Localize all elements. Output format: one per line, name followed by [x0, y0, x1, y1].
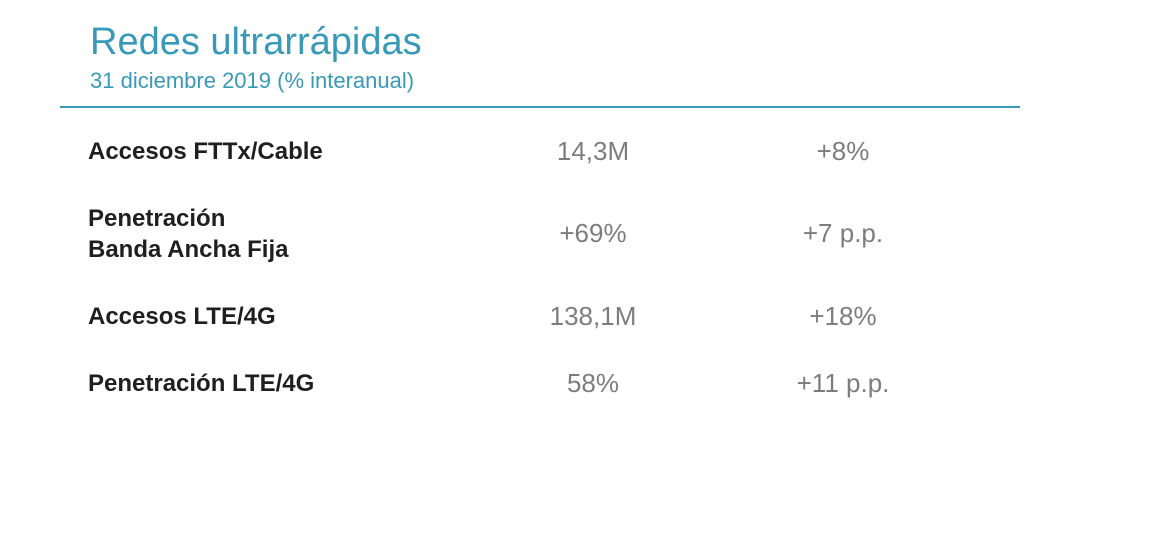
metric-change: +7 p.p.	[718, 218, 968, 249]
metric-change: +8%	[718, 136, 968, 167]
metrics-table: Accesos FTTx/Cable 14,3M +8% Penetración…	[60, 118, 1020, 418]
table-row: Penetración LTE/4G 58% +11 p.p.	[60, 350, 1020, 417]
metric-value: 58%	[468, 368, 718, 399]
table-row: Accesos FTTx/Cable 14,3M +8%	[60, 118, 1020, 185]
header: Redes ultrarrápidas 31 diciembre 2019 (%…	[60, 20, 1020, 108]
metric-label: Accesos LTE/4G	[88, 301, 468, 332]
metric-label: Penetración LTE/4G	[88, 368, 468, 399]
metric-value: 138,1M	[468, 301, 718, 332]
table-row: Accesos LTE/4G 138,1M +18%	[60, 283, 1020, 350]
metric-change: +11 p.p.	[718, 368, 968, 399]
content-container: Redes ultrarrápidas 31 diciembre 2019 (%…	[60, 20, 1020, 418]
page-title: Redes ultrarrápidas	[90, 20, 1020, 66]
metric-label: Accesos FTTx/Cable	[88, 136, 468, 167]
page-subtitle: 31 diciembre 2019 (% interanual)	[90, 68, 1020, 94]
metric-value: +69%	[468, 218, 718, 249]
metric-change: +18%	[718, 301, 968, 332]
table-row: Penetración Banda Ancha Fija +69% +7 p.p…	[60, 185, 1020, 283]
metric-label: Penetración Banda Ancha Fija	[88, 203, 468, 265]
metric-value: 14,3M	[468, 136, 718, 167]
